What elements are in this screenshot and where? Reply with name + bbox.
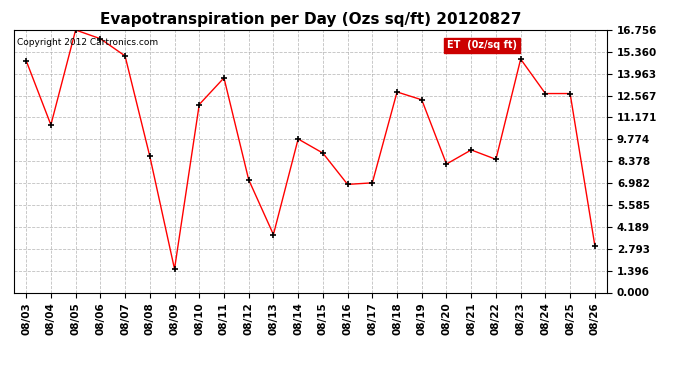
- Title: Evapotranspiration per Day (Ozs sq/ft) 20120827: Evapotranspiration per Day (Ozs sq/ft) 2…: [100, 12, 521, 27]
- Text: ET  (0z/sq ft): ET (0z/sq ft): [447, 40, 517, 51]
- Text: Copyright 2012 Cartronics.com: Copyright 2012 Cartronics.com: [17, 38, 158, 47]
